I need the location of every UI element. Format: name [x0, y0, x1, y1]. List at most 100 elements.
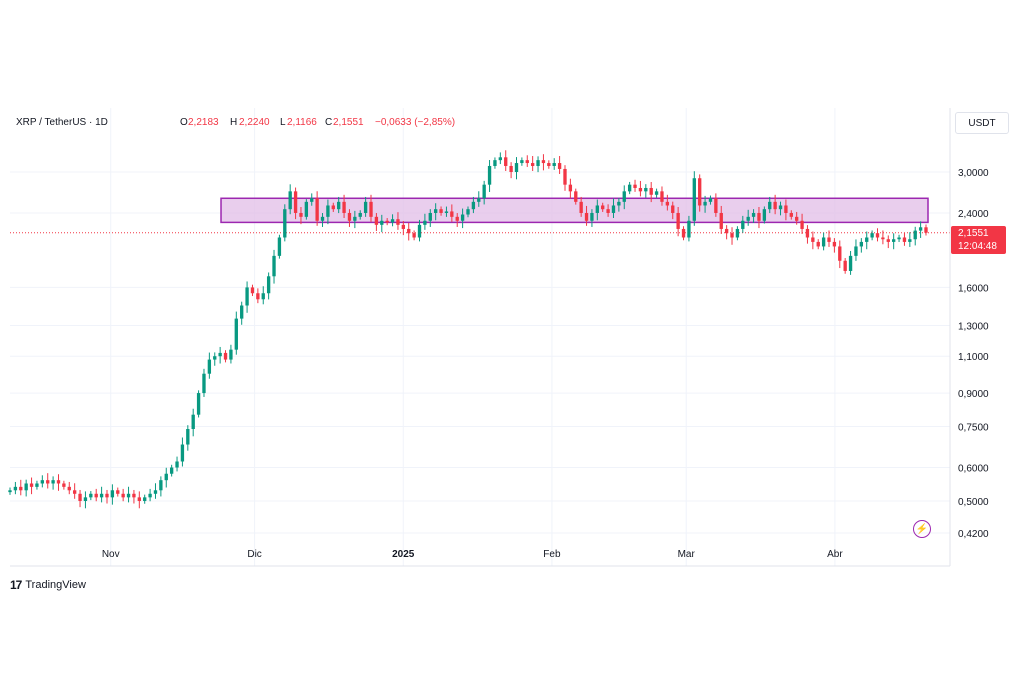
candle-body: [805, 228, 810, 238]
candle-body: [94, 493, 98, 498]
candle-body: [897, 237, 901, 240]
price-tick-label: 0,9000: [958, 389, 989, 400]
candle-body: [390, 219, 395, 223]
candle-body: [757, 212, 761, 221]
low-label: L: [280, 117, 286, 128]
candle-body: [460, 214, 465, 221]
candle-body: [719, 212, 723, 229]
candle-body: [89, 493, 93, 498]
candle-body: [245, 287, 249, 306]
candle-body: [207, 359, 212, 374]
close-label: C: [325, 117, 332, 128]
candle-body: [547, 163, 551, 166]
candle-body: [121, 493, 125, 498]
candle-body: [256, 293, 260, 300]
candle-body: [773, 201, 777, 210]
candle-body: [299, 212, 303, 217]
candle-body: [687, 220, 691, 238]
candle-body: [202, 373, 206, 394]
candle-body: [795, 216, 799, 221]
candle-body: [401, 224, 406, 229]
candle-body: [444, 211, 449, 213]
candle-body: [191, 414, 195, 430]
candle-body: [649, 187, 653, 195]
legend-header: XRP / TetherUS · 1D O 2,2183 H 2,2240 L …: [16, 117, 455, 128]
candle-body: [283, 209, 287, 238]
high-label: H: [230, 117, 237, 128]
candle-body: [250, 287, 255, 294]
candle-body: [218, 352, 222, 357]
candles-group: [8, 150, 928, 509]
candle-body: [730, 233, 734, 238]
candle-body: [72, 490, 77, 494]
candle-body: [703, 201, 707, 206]
candle-body: [78, 493, 82, 501]
tradingview-brand[interactable]: 17 TradingView: [10, 578, 86, 592]
candle-body: [892, 239, 896, 242]
candle-body: [51, 480, 55, 484]
candle-body: [590, 212, 594, 221]
candle-body: [19, 486, 23, 491]
tradingview-logo-icon: 17: [10, 578, 22, 592]
candle-body: [557, 163, 562, 169]
candle-body: [213, 356, 217, 360]
candle-body: [816, 241, 820, 247]
price-axis[interactable]: 3,0000 2,4000 1,6000 1,3000 1,1000 0,9000 0,75…: [958, 168, 989, 540]
candle-body: [137, 497, 141, 501]
candle-body: [272, 255, 276, 277]
time-tick-label: Dic: [247, 549, 261, 560]
candle-body: [159, 480, 163, 491]
price-tick-label: 1,6000: [958, 283, 989, 294]
price-tick-label: 1,3000: [958, 322, 989, 333]
candle-body: [67, 486, 71, 491]
candle-body: [902, 237, 907, 242]
candle-body: [601, 205, 605, 210]
candle-body: [196, 393, 201, 415]
price-tick-label: 1,1000: [958, 352, 989, 363]
candle-body: [385, 220, 389, 223]
close-value: 2,1551: [333, 117, 364, 128]
candle-body: [493, 160, 497, 166]
grid-lines: [10, 108, 950, 566]
candle-body: [681, 228, 686, 238]
candle-body: [466, 209, 470, 215]
candle-body: [337, 201, 341, 210]
time-axis[interactable]: Nov Dic 2025 Feb Mar Abr: [102, 549, 844, 560]
candle-body: [859, 241, 864, 247]
candle-body: [924, 227, 928, 233]
candle-body: [234, 318, 238, 350]
candle-body: [13, 486, 18, 491]
candle-body: [622, 191, 626, 202]
candle-body: [320, 216, 325, 221]
candle-body: [105, 493, 109, 498]
price-tick-label: 0,4200: [958, 529, 989, 540]
candle-body: [428, 212, 432, 221]
candle-body: [180, 444, 185, 462]
candle-body: [417, 224, 422, 238]
candle-body: [741, 220, 745, 229]
candle-body: [326, 205, 330, 217]
open-value: 2,2183: [188, 117, 219, 128]
candle-body: [676, 212, 680, 229]
candle-body: [277, 237, 282, 256]
candle-body: [698, 178, 702, 206]
candle-body: [56, 480, 61, 484]
candle-body: [811, 237, 815, 242]
candle-body: [407, 228, 411, 234]
candle-body: [789, 212, 793, 217]
candle-body: [83, 497, 88, 501]
candle-body: [633, 184, 637, 188]
candle-body: [520, 160, 524, 164]
price-tick-label: 3,0000: [958, 168, 989, 179]
change-value: −0,0633 (−2,85%): [375, 117, 455, 128]
candle-body: [843, 260, 847, 271]
candle-body: [595, 205, 599, 213]
candle-body: [708, 198, 713, 202]
candle-body: [611, 205, 616, 213]
candle-body: [315, 198, 319, 221]
candle-body: [821, 237, 826, 247]
currency-unit-button[interactable]: USDT: [955, 112, 1009, 134]
flash-icon[interactable]: ⚡: [913, 520, 931, 538]
candle-body: [552, 163, 556, 166]
